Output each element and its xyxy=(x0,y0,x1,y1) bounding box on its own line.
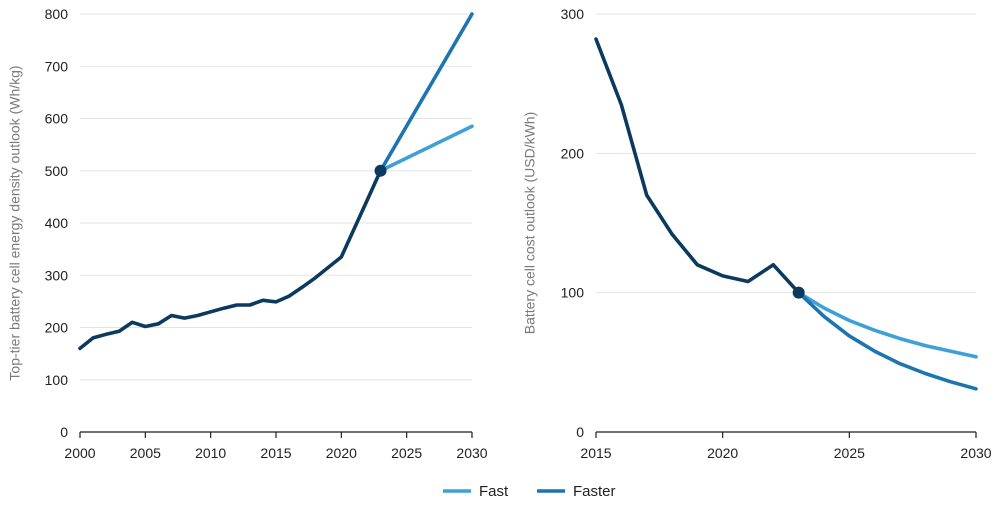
x-tick-label-0-1: 2005 xyxy=(130,445,161,461)
series-line-historical-0 xyxy=(78,169,383,351)
x-tick-label-0-3: 2015 xyxy=(260,445,291,461)
x-tick-label-1-2: 2025 xyxy=(834,445,865,461)
series-line-faster-0 xyxy=(378,12,474,173)
y-tick-label-0-5: 500 xyxy=(45,163,69,179)
series-line-faster-1 xyxy=(796,290,978,391)
y-tick-label-1-3: 300 xyxy=(561,6,585,22)
series-line-historical-1 xyxy=(594,37,801,295)
y-tick-label-1-0: 0 xyxy=(576,424,584,440)
x-tick-label-1-0: 2015 xyxy=(580,445,611,461)
x-tick-label-1-3: 2030 xyxy=(960,445,991,461)
y-tick-label-1-2: 200 xyxy=(561,145,585,161)
y-tick-label-0-7: 700 xyxy=(45,58,69,74)
y-tick-label-0-3: 300 xyxy=(45,267,69,283)
x-tick-label-0-0: 2000 xyxy=(64,445,95,461)
y-tick-label-0-6: 600 xyxy=(45,111,69,127)
y-tick-label-0-4: 400 xyxy=(45,215,69,231)
x-tick-label-0-5: 2025 xyxy=(391,445,422,461)
y-tick-label-0-0: 0 xyxy=(60,424,68,440)
y-tick-label-1-1: 100 xyxy=(561,285,585,301)
y-tick-label-0-2: 200 xyxy=(45,320,69,336)
legend-label-fast: Fast xyxy=(479,483,509,500)
x-tick-label-0-4: 2020 xyxy=(326,445,357,461)
y-tick-label-0-8: 800 xyxy=(45,6,69,22)
series-line-fast-1 xyxy=(796,290,978,359)
x-tick-label-1-1: 2020 xyxy=(707,445,738,461)
legend-label-faster: Faster xyxy=(573,483,616,500)
x-tick-label-0-2: 2010 xyxy=(195,445,226,461)
junction-point-0 xyxy=(374,164,387,177)
y-axis-label-1: Battery cell cost outlook (USD/kWh) xyxy=(522,112,538,335)
x-tick-label-0-6: 2030 xyxy=(456,445,487,461)
series-line-fast-0 xyxy=(378,124,474,173)
junction-point-1 xyxy=(792,286,805,299)
y-tick-label-0-1: 100 xyxy=(45,372,69,388)
y-axis-label-0: Top-tier battery cell energy density out… xyxy=(7,65,23,380)
